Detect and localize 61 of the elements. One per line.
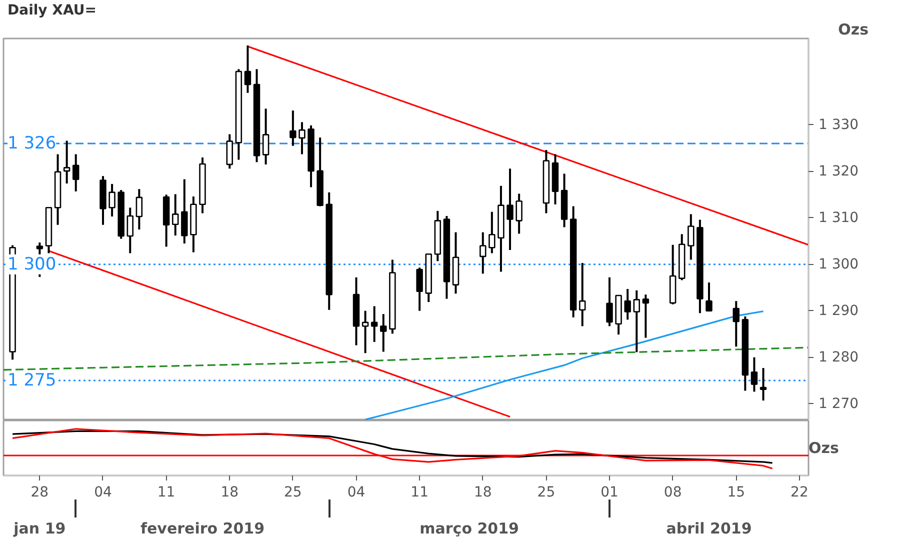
candlestick (262, 108, 270, 166)
text: março 2019 (420, 520, 519, 538)
candlestick (732, 300, 740, 348)
x-tick-label: 25 (537, 484, 556, 500)
x-tick-label: 01 (600, 484, 618, 500)
x-tick-label: 28 (30, 484, 49, 500)
y-tick-label: 1 330 (818, 116, 859, 133)
candlestick (126, 206, 134, 254)
candlestick (416, 266, 423, 312)
x-tick-label: 04 (94, 484, 112, 500)
candlestick (290, 110, 296, 147)
candlestick (506, 168, 514, 251)
candlestick (136, 188, 143, 230)
y-tick-label: 1 290 (818, 302, 859, 319)
candlestick (750, 356, 758, 393)
candlestick (642, 294, 650, 339)
x-tick-label: 22 (790, 484, 808, 500)
ref-line-label: 1 275 (8, 370, 56, 391)
candlestick (488, 210, 496, 254)
candlestick (226, 133, 233, 170)
candlestick (579, 262, 586, 328)
y-axis-title: Ozs (838, 20, 869, 38)
candlestick (606, 276, 613, 328)
x-tick-label: 25 (284, 484, 302, 500)
candlestick (624, 288, 631, 321)
text: abril 2019 (666, 520, 752, 538)
y-tick-label: 1 320 (818, 163, 859, 180)
candlestick (298, 121, 306, 156)
x-tick-label: 08 (664, 484, 682, 500)
ref-line-label: 1 300 (8, 254, 56, 274)
x-tick-label: 18 (474, 484, 492, 500)
candlestick (181, 178, 188, 244)
text: fevereiro 2019 (140, 520, 265, 538)
x-tick-label: 15 (727, 484, 746, 500)
y-axis-title: Ozs (808, 439, 839, 457)
candlestick (688, 213, 694, 261)
candlestick (108, 182, 116, 218)
text: jan 19 (12, 520, 66, 538)
candlestick (480, 231, 486, 275)
x-tick-label: 04 (347, 484, 366, 500)
candlestick (63, 140, 70, 184)
y-tick-label: 1 300 (818, 256, 859, 272)
candlestick (244, 44, 252, 94)
y-tick-label: 1 270 (818, 396, 859, 412)
line-series (4, 346, 808, 371)
candlestick (516, 192, 522, 235)
candlestick (172, 193, 179, 237)
x-tick-label: 11 (157, 484, 176, 500)
x-tick-label: 18 (220, 484, 239, 500)
candlestick (72, 153, 80, 192)
ref-line-label: 1 326 (8, 134, 56, 154)
y-tick-label: 1 310 (818, 210, 859, 226)
candlestick (380, 313, 387, 353)
chart-title: Daily XAU= (8, 2, 96, 18)
x-tick-label: 11 (410, 484, 428, 500)
candlestick (760, 366, 767, 402)
candlestick (362, 310, 369, 354)
candlestick (706, 281, 712, 312)
y-tick-label: 1 280 (818, 349, 859, 366)
candlestick (370, 305, 378, 343)
candlestick (633, 289, 640, 354)
